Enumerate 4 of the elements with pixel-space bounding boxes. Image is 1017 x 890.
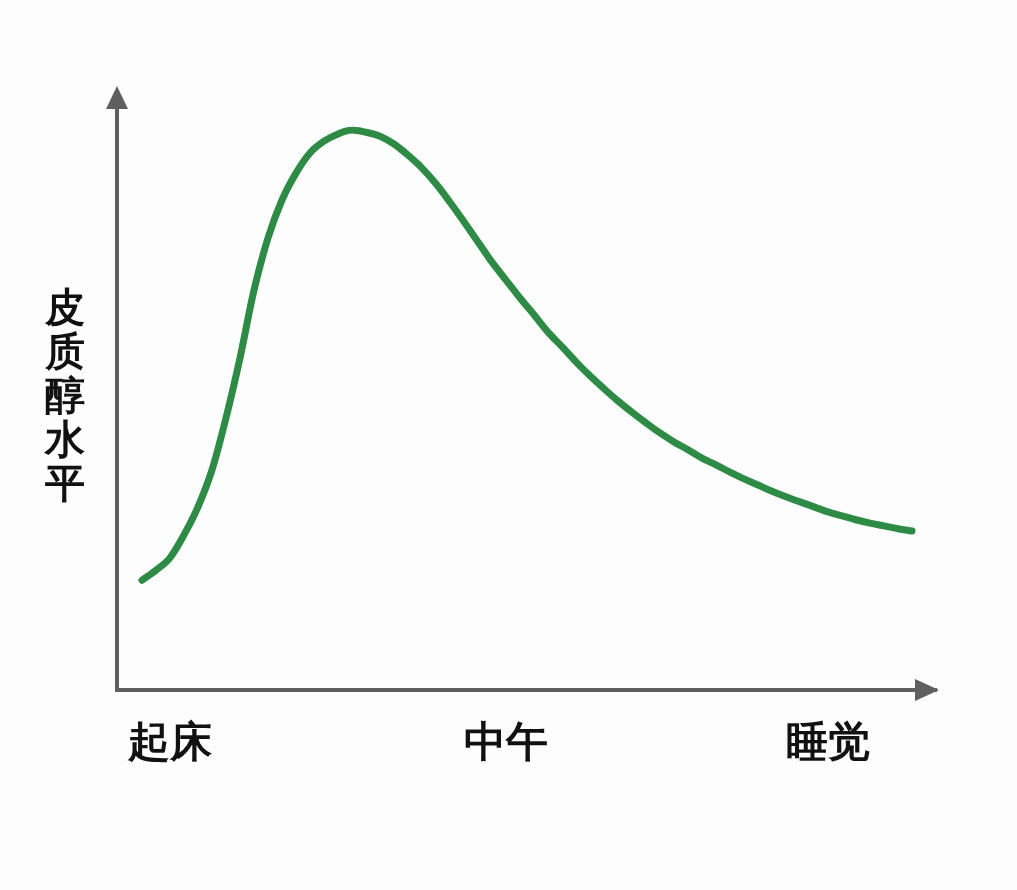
y-axis-title: 皮质醇水平 [45,284,85,506]
x-tick-label: 睡觉 [786,717,870,767]
x-tick-label: 中午 [464,717,548,767]
x-tick-label: 起床 [127,717,212,767]
